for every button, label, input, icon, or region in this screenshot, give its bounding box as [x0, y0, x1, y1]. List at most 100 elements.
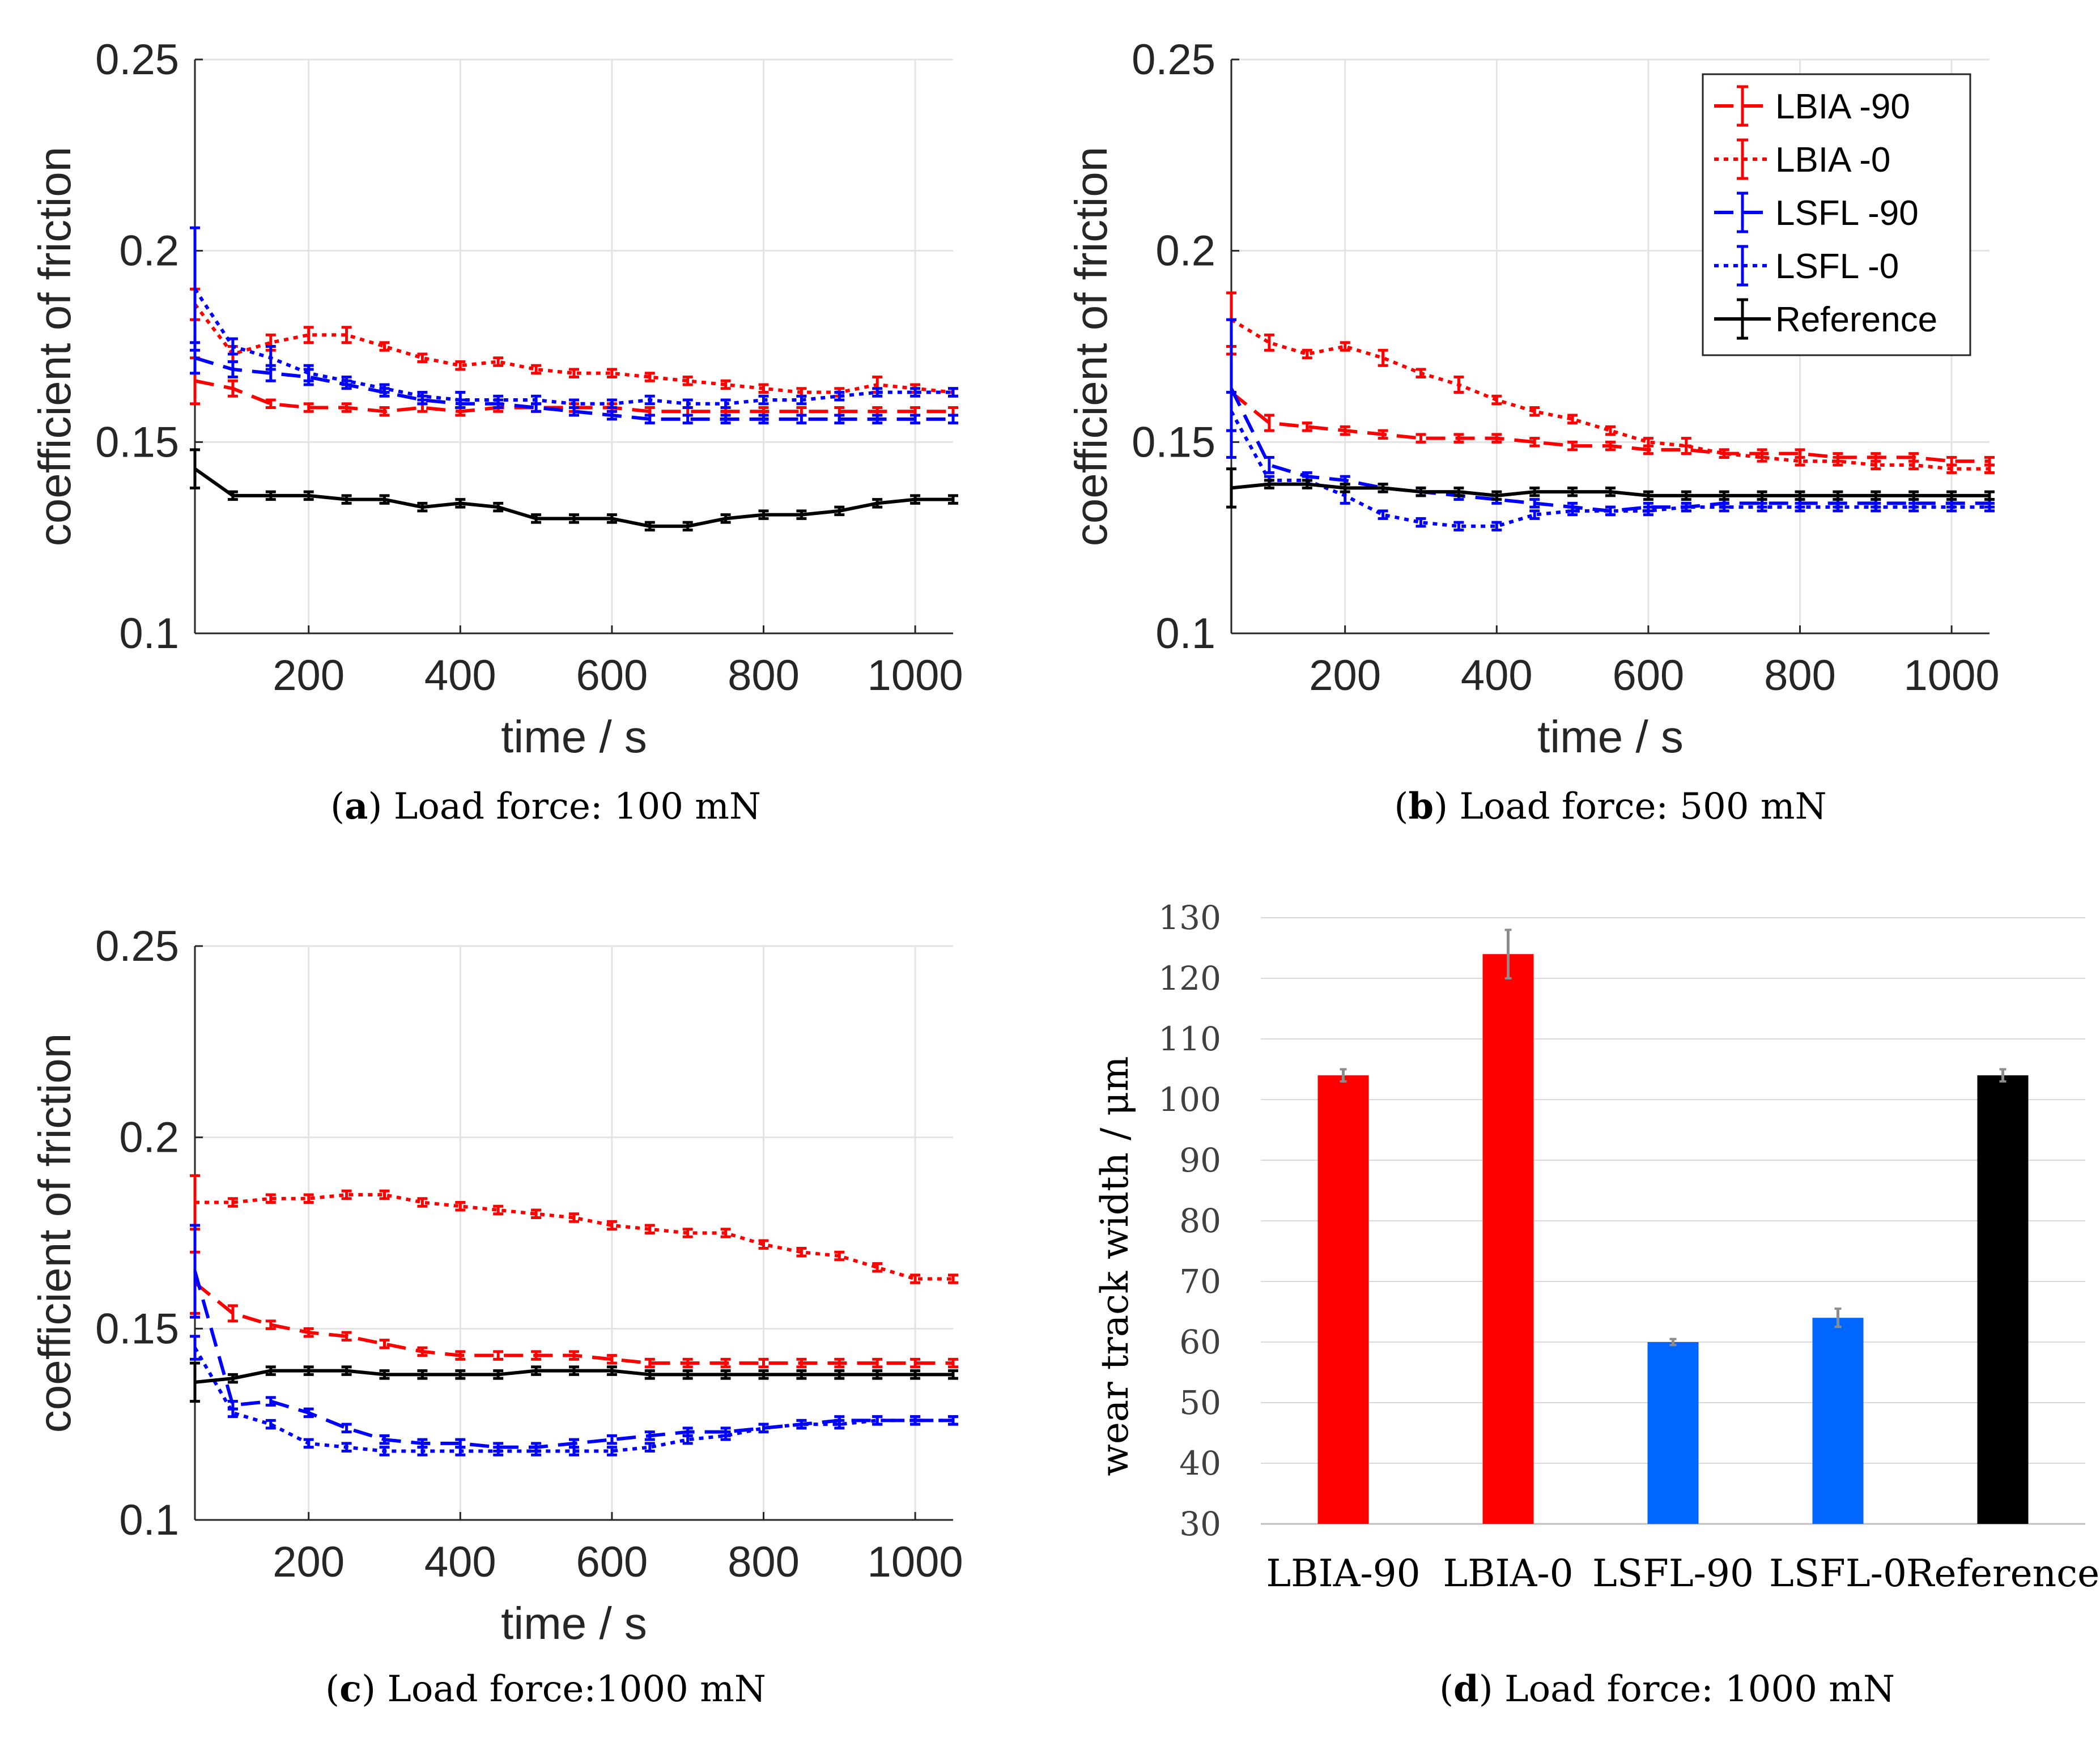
y-axis-label: coefficient of friction: [29, 1033, 80, 1433]
x-axis-label: time / s: [1537, 712, 1684, 762]
legend-box: [1702, 73, 1971, 356]
series-lbia-0: [190, 1174, 958, 1284]
caption-paren: ): [362, 1668, 387, 1710]
series-reference: [1226, 467, 1995, 509]
x-tick-label: 400: [424, 1538, 496, 1586]
caption-text: Load force: 1000 mN: [1504, 1668, 1895, 1710]
y-tick-label: 0.25: [1132, 36, 1215, 84]
x-tick-label: 1000: [1904, 651, 2000, 700]
x-tick-label: 200: [273, 1538, 345, 1586]
legend-label: LBIA -0: [1775, 140, 1890, 180]
x-tick-label: 200: [273, 651, 345, 700]
y-tick-label: 110: [1158, 1020, 1221, 1058]
category-label: LBIA-90: [1266, 1552, 1420, 1595]
caption-text: Load force: 500 mN: [1459, 786, 1826, 828]
x-tick-label: 800: [1764, 651, 1836, 700]
category-label: LBIA-0: [1443, 1552, 1573, 1595]
caption-letter: a: [345, 785, 368, 828]
y-tick-label: 80: [1179, 1202, 1221, 1240]
series-lsfl-0: [190, 1335, 958, 1456]
caption-paren: (: [330, 786, 345, 828]
caption-paren: ): [368, 786, 394, 828]
caption-paren: ): [1479, 1668, 1504, 1710]
series-reference: [190, 1361, 958, 1403]
y-axis-label: coefficient of friction: [29, 147, 80, 547]
x-tick-label: 800: [728, 651, 800, 700]
series-lsfl-0: [190, 226, 958, 410]
caption-text: Load force: 100 mN: [394, 786, 761, 828]
y-tick-label: 70: [1179, 1262, 1221, 1301]
x-tick-label: 600: [576, 651, 648, 700]
category-label: Reference: [1906, 1552, 2099, 1595]
x-tick-label: 200: [1309, 651, 1381, 700]
series-line: [195, 1192, 953, 1281]
y-tick-label: 0.1: [119, 1496, 179, 1544]
caption-letter: b: [1408, 785, 1434, 828]
y-tick-label: 0.15: [1132, 418, 1215, 466]
caption-paren: (: [1394, 786, 1408, 828]
y-tick-label: 0.2: [119, 227, 179, 275]
panel-caption: (b) Load force: 500 mN: [1394, 785, 1826, 828]
caption-paren: (: [325, 1668, 339, 1710]
y-tick-label: 100: [1158, 1080, 1221, 1119]
series-reference: [190, 448, 958, 532]
line-chart-b: 200 400 600 800 1000 0.1 0.15 0.2 0.25 time / s co…: [1066, 36, 2000, 828]
y-tick-label: 90: [1179, 1141, 1221, 1179]
caption-letter: d: [1453, 1668, 1479, 1710]
legend: LBIA -90 LBIA -0 LSFL -90 LSFL -0 Reference: [1702, 73, 1971, 356]
series-line: [1230, 318, 1990, 471]
y-tick-label: 30: [1179, 1505, 1221, 1543]
bar: [1977, 1075, 2029, 1524]
y-tick-label: 0.25: [95, 922, 179, 970]
bar: [1317, 1075, 1369, 1524]
line-chart-c: 200 400 600 800 1000 0.1 0.15 0.2 0.25 time / s co…: [29, 922, 963, 1710]
y-tick-label: 0.1: [1155, 610, 1215, 658]
bar-chart-d: 30 40 50 60 70 80 90 100 110 120 130 LBIA-90 LBIA-0 L…: [1093, 898, 2099, 1710]
caption-paren: (: [1439, 1668, 1453, 1710]
caption-text: Load force:1000 mN: [387, 1668, 766, 1710]
y-tick-label: 0.15: [95, 418, 179, 466]
x-tick-label: 600: [576, 1538, 648, 1586]
x-tick-label: 1000: [868, 651, 963, 700]
legend-label: LSFL -90: [1775, 194, 1919, 233]
x-axis-label: time / s: [501, 712, 647, 762]
panel-caption: (a) Load force: 100 mN: [330, 785, 761, 828]
series-lsfl-0: [1226, 391, 1995, 532]
y-tick-label: 0.15: [95, 1305, 179, 1353]
panel-caption: (c) Load force:1000 mN: [325, 1668, 766, 1710]
legend-label: Reference: [1775, 300, 1937, 339]
line-chart-a: 200 400 600 800 1000 0.1 0.15 0.2 0.25 time / s co…: [29, 36, 963, 828]
y-tick-label: 130: [1158, 898, 1221, 937]
x-tick-label: 600: [1612, 651, 1684, 700]
series-lbia-90: [190, 1250, 958, 1369]
bar: [1812, 1318, 1864, 1524]
y-tick-label: 60: [1179, 1323, 1221, 1361]
y-tick-label: 0.1: [119, 610, 179, 658]
bar: [1482, 954, 1534, 1524]
x-tick-label: 800: [728, 1538, 800, 1586]
y-tick-label: 40: [1179, 1444, 1221, 1483]
y-tick-label: 120: [1158, 959, 1221, 998]
legend-label: LBIA -90: [1775, 87, 1910, 126]
series-line: [193, 1347, 953, 1453]
category-label: LSFL-90: [1592, 1552, 1754, 1595]
category-label: LSFL-0: [1769, 1552, 1907, 1595]
x-tick-label: 400: [1461, 651, 1533, 700]
legend-label: LSFL -0: [1775, 247, 1899, 286]
y-tick-label: 0.2: [119, 1114, 179, 1162]
y-axis-label: coefficient of friction: [1066, 147, 1116, 547]
bar: [1647, 1342, 1699, 1524]
y-tick-label: 0.2: [1155, 227, 1215, 275]
x-axis-label: time / s: [501, 1598, 647, 1649]
y-tick-label: 0.25: [95, 36, 179, 84]
series-line: [193, 303, 954, 394]
caption-paren: ): [1434, 786, 1459, 828]
x-tick-label: 1000: [868, 1538, 963, 1586]
y-axis-label: wear track width / μm: [1093, 1056, 1137, 1476]
x-tick-label: 400: [424, 651, 496, 700]
y-tick-label: 50: [1179, 1383, 1221, 1422]
series-lbia-90: [1226, 352, 1995, 467]
panel-caption: (d) Load force: 1000 mN: [1439, 1668, 1895, 1710]
caption-letter: c: [339, 1668, 362, 1710]
